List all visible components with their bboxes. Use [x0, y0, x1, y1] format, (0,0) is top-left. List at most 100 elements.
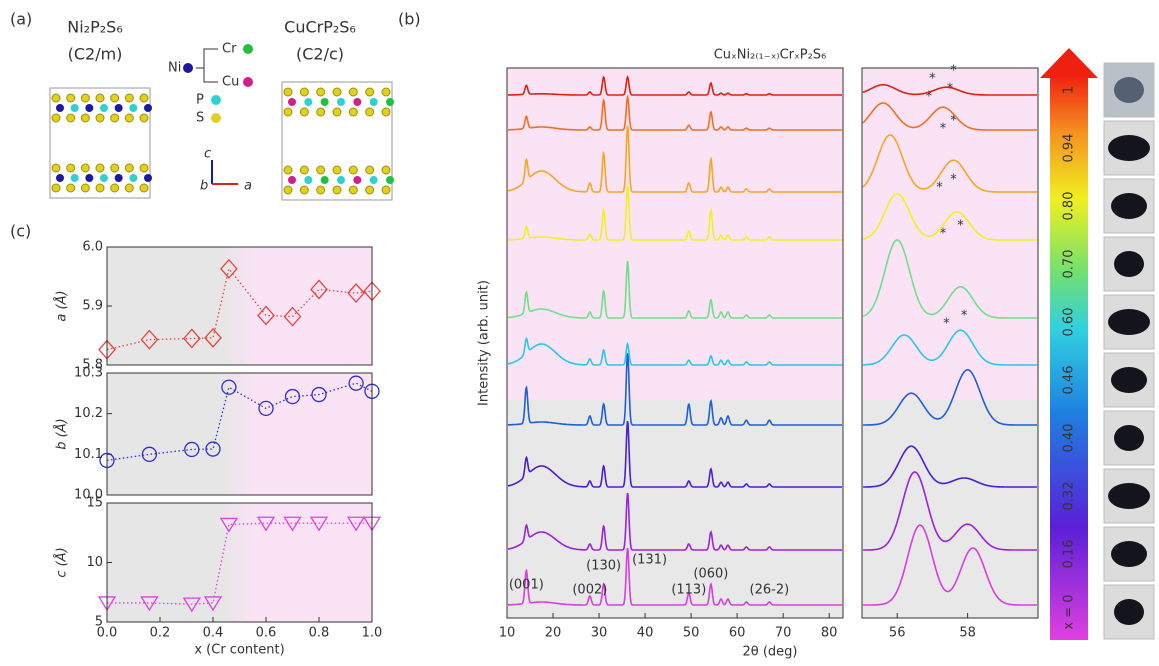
pattern-curve — [862, 239, 1037, 319]
atom — [95, 93, 105, 103]
peak-label: (001) — [509, 578, 544, 593]
asterisk: * — [961, 309, 968, 324]
x-axis-label: x (Cr content) — [194, 643, 284, 658]
pattern-curve — [508, 94, 842, 131]
y-tick-label: 5.8 — [82, 358, 103, 373]
atom — [316, 87, 326, 97]
atom — [332, 165, 342, 175]
chart-title: CuₓNi₂₍₁₋ₓ₎CrₓP₂S₆ — [714, 48, 827, 63]
atom — [353, 98, 362, 106]
peak-label: (26-2) — [750, 583, 790, 598]
x-tick-label: 0.0 — [97, 626, 118, 641]
peak-label: (131) — [632, 553, 667, 568]
marker — [204, 327, 222, 348]
marker — [284, 388, 301, 405]
atom — [129, 174, 138, 182]
x-tick-label: 30 — [591, 626, 608, 641]
atom — [114, 104, 123, 112]
x-axis-label: 2θ (deg) — [742, 645, 797, 660]
pattern-curve — [508, 260, 842, 319]
region-gradient — [220, 503, 256, 622]
atom — [283, 87, 293, 97]
atom — [95, 163, 105, 173]
region-pink — [507, 68, 843, 400]
colorbar — [1050, 75, 1088, 640]
atom — [95, 113, 105, 123]
colorbar-label: 0.60 — [1062, 308, 1077, 337]
y-tick-label: 10.3 — [74, 366, 103, 381]
marker — [309, 516, 329, 532]
atom — [80, 113, 90, 123]
space-group: (C2/m) — [68, 45, 123, 64]
plot-frame — [861, 67, 1039, 619]
atom — [332, 87, 342, 97]
marker — [256, 516, 276, 532]
sample-crystal — [1108, 135, 1150, 161]
atom — [283, 185, 293, 195]
atom — [70, 174, 79, 182]
atom — [353, 176, 362, 184]
sample-crystal — [1111, 367, 1147, 393]
peak-label: (060) — [693, 567, 728, 582]
y-axis-label: c (Å) — [54, 547, 70, 577]
atom — [348, 107, 358, 117]
pattern-curve — [508, 547, 842, 606]
marker — [347, 283, 365, 303]
asterisk: * — [940, 227, 947, 242]
atom — [144, 174, 152, 182]
atom — [381, 185, 391, 195]
pattern-curve — [508, 185, 842, 241]
colorbar-label: 1 — [1062, 86, 1077, 94]
atom — [70, 104, 79, 112]
pattern-curve — [507, 336, 842, 366]
marker — [283, 516, 302, 532]
atom — [51, 183, 61, 193]
space-group: (C2/c) — [296, 45, 344, 64]
atom — [124, 93, 134, 103]
sample-crystal — [1108, 483, 1150, 509]
y-axis-label: b (Å) — [54, 418, 70, 449]
atom — [66, 163, 76, 173]
atom — [381, 107, 391, 117]
region-pink — [862, 68, 1038, 400]
atom — [139, 183, 149, 193]
atom — [386, 176, 394, 184]
pattern-curve — [508, 353, 842, 426]
atom — [95, 183, 105, 193]
atom — [369, 176, 378, 184]
sample-crystal — [1114, 251, 1144, 277]
asterisk: * — [940, 122, 947, 137]
asterisk: * — [926, 90, 933, 105]
colorbar-label: x = 0 — [1062, 594, 1077, 629]
atom — [100, 174, 108, 182]
asterisk: * — [957, 219, 964, 234]
atom — [139, 163, 149, 173]
trend-line — [106, 382, 373, 462]
axis-letter: c — [204, 147, 211, 162]
marker — [219, 517, 239, 533]
x-tick-label: 20 — [545, 626, 562, 641]
colorbar-arrow — [1040, 48, 1098, 78]
asterisk: * — [929, 71, 936, 86]
marker — [311, 386, 327, 403]
plot-frame — [106, 502, 373, 623]
atom — [144, 104, 152, 112]
pattern-curve — [507, 420, 842, 488]
atom — [66, 93, 76, 103]
atom — [283, 165, 293, 175]
colorbar-label: 0.70 — [1062, 250, 1077, 279]
x-tick-label: 10 — [499, 626, 516, 641]
pattern-curve — [863, 329, 1037, 366]
formula: Ni₂P₂S₆ — [67, 18, 122, 37]
atom — [365, 185, 375, 195]
legend-label: S — [196, 111, 204, 126]
atom — [316, 165, 326, 175]
atom — [110, 113, 120, 123]
marker — [257, 305, 275, 326]
atom — [129, 104, 138, 112]
legend-label: P — [196, 93, 204, 108]
x-tick-label: 70 — [775, 626, 792, 641]
marker — [182, 328, 201, 349]
asterisk: * — [947, 82, 954, 97]
atom-icon — [211, 95, 221, 105]
